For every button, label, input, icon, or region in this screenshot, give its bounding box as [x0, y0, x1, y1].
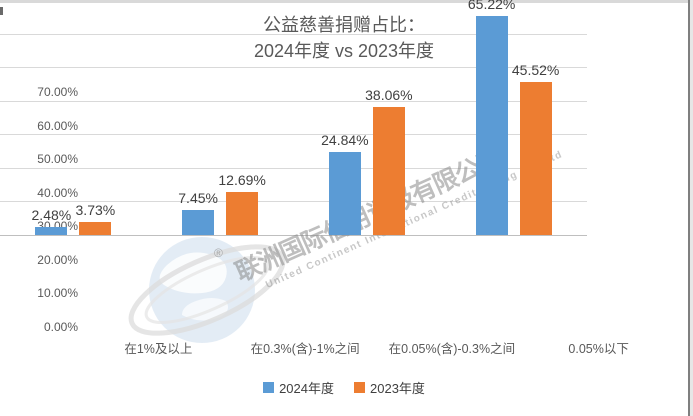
chart-title-line2: 2024年度 vs 2023年度 — [253, 41, 435, 61]
legend-item-2024年度: 2024年度 — [263, 378, 334, 397]
category-label: 在0.05%(含)-0.3%之间 — [388, 342, 516, 356]
gridline — [0, 0, 587, 1]
registered-trademark-symbol: ® — [214, 246, 223, 260]
bar-2023年度-在0.05%(含)-0.3%之间 — [372, 107, 405, 235]
bar-value-label: 2.48% — [31, 206, 72, 223]
chart-title-line1: 公益慈善捐赠占比： — [263, 15, 425, 35]
bar-value-label: 38.06% — [365, 87, 413, 104]
bar-2024年度-在0.05%(含)-0.3%之间 — [328, 151, 361, 235]
y-axis-label: 20.00% — [37, 252, 78, 267]
legend-label: 2024年度 — [279, 381, 334, 396]
legend: 2024年度 2023年度 — [0, 378, 688, 397]
category-label: 在0.3%(含)-1%之间 — [250, 342, 360, 356]
legend-label: 2023年度 — [370, 381, 425, 396]
plot-gridlines — [0, 0, 587, 236]
plot-area: 2.48% 3.73% 7.45% 12.69% 24.84% 38.06% 65.22% 4… — [0, 0, 587, 235]
y-axis-label: 0.00% — [43, 320, 78, 334]
legend-swatch-icon — [263, 382, 275, 393]
y-axis-label: 60.00% — [37, 118, 78, 133]
bar-value-label: 12.69% — [218, 172, 266, 189]
y-axis-label: 70.00% — [37, 85, 78, 99]
x-axis-line — [0, 235, 587, 236]
bar-value-label: 45.52% — [511, 62, 560, 79]
bar-value-label: 65.22% — [467, 0, 516, 13]
bar-2024年度-在1%及以上 — [35, 226, 68, 235]
gridline — [0, 100, 587, 102]
gridline — [0, 167, 587, 169]
bar-value-label: 24.84% — [321, 131, 369, 148]
bar-2023年度-在0.3%(含)-1%之间 — [226, 192, 259, 235]
chart-title: 公益慈善捐赠占比： 2024年度 vs 2023年度 — [0, 12, 688, 64]
category-label: 在1%及以上 — [124, 342, 193, 356]
window-top-border — [0, 0, 693, 3]
y-axis-label: 50.00% — [37, 152, 78, 167]
bar-value-label: 3.73% — [75, 202, 116, 219]
gridline — [0, 134, 587, 136]
bar-2024年度-0.05%以下 — [475, 16, 508, 235]
bar-2023年度-0.05%以下 — [519, 82, 552, 235]
window-corner-mark — [0, 7, 3, 15]
legend-item-2023年度: 2023年度 — [354, 378, 425, 397]
y-axis-label: 40.00% — [37, 185, 78, 200]
category-label: 0.05%以下 — [568, 342, 629, 356]
window-right-border-pad — [690, 0, 693, 416]
legend-swatch-icon — [354, 382, 365, 393]
bar-2024年度-在0.3%(含)-1%之间 — [182, 210, 215, 235]
gridline — [0, 201, 587, 203]
gridline — [0, 67, 587, 69]
bar-2023年度-在1%及以上 — [79, 222, 112, 235]
y-axis-label: 10.00% — [37, 286, 78, 301]
bar-value-label: 7.45% — [178, 190, 218, 206]
gridline — [0, 33, 587, 35]
window-right-border — [688, 0, 690, 416]
